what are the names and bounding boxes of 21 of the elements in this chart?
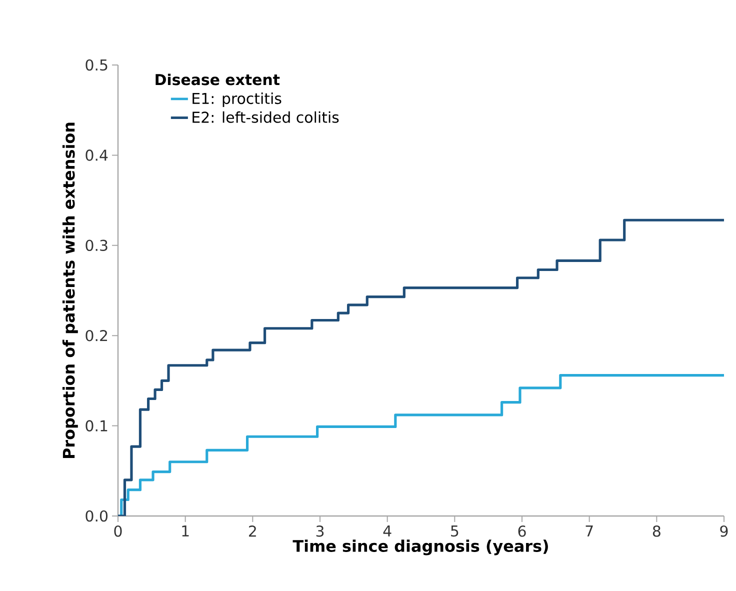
x-axis-title: Time since diagnosis (years) (292, 540, 548, 556)
y-axis-title: Proportion of patients with extension (62, 122, 78, 458)
y-tick-label: 0.5 (86, 59, 108, 71)
x-tick-label: 3 (316, 525, 324, 537)
x-tick-label: 9 (720, 525, 728, 537)
y-tick-label: 0.1 (86, 420, 108, 432)
x-tick-label: 0 (114, 525, 122, 537)
y-tick-label: 0.0 (86, 510, 108, 522)
y-tick-label: 0.4 (86, 150, 108, 161)
legend-label: E2: left-sided colitis (192, 111, 339, 123)
y-tick-label: 0.2 (86, 330, 108, 342)
x-tick-label: 4 (383, 526, 392, 536)
x-tick-label: 6 (518, 525, 526, 537)
y-tick-label: 0.3 (86, 240, 108, 252)
x-tick-label: 2 (249, 525, 256, 537)
legend-title: Disease extent (156, 74, 280, 86)
legend-label: E1: proctitis (192, 92, 282, 107)
x-tick-label: 8 (652, 525, 660, 537)
x-tick-label: 7 (586, 526, 593, 536)
x-tick-label: 1 (182, 526, 189, 536)
x-tick-label: 5 (451, 526, 458, 537)
